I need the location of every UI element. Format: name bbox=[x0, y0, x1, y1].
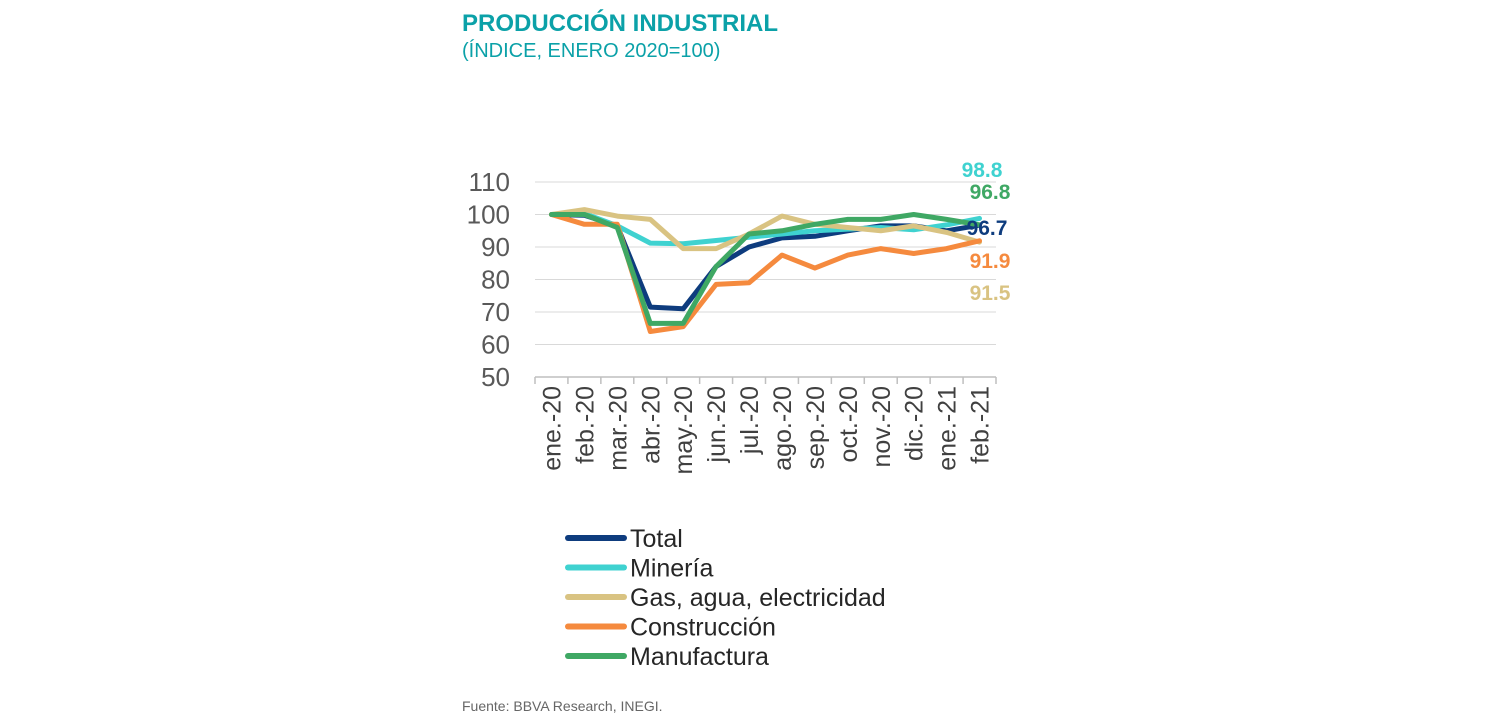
chart-title: PRODUCCIÓN INDUSTRIAL bbox=[462, 10, 778, 37]
x-tick-label: ago.-20 bbox=[769, 386, 797, 471]
x-tick-label: mar.-20 bbox=[604, 386, 632, 471]
data-label: 91.5 bbox=[970, 282, 1011, 305]
y-tick-label: 70 bbox=[481, 297, 510, 327]
y-tick-label: 80 bbox=[481, 265, 510, 295]
x-tick-label: dic.-20 bbox=[901, 386, 929, 461]
series-line bbox=[549, 207, 982, 252]
x-tick-label: ene.-20 bbox=[538, 386, 566, 471]
x-tick-label: sep.-20 bbox=[802, 386, 830, 469]
series-line bbox=[549, 211, 982, 247]
y-tick-label: 50 bbox=[481, 362, 510, 392]
x-tick-label: nov.-20 bbox=[868, 386, 896, 468]
data-label: 96.8 bbox=[970, 181, 1011, 204]
legend-label: Gas, agua, electricidad bbox=[630, 584, 886, 612]
y-tick-label: 100 bbox=[467, 200, 510, 230]
data-label: 91.9 bbox=[970, 250, 1011, 273]
series-line bbox=[549, 212, 982, 326]
legend-label: Manufactura bbox=[630, 643, 769, 671]
x-tick-label: ene.-21 bbox=[934, 386, 962, 471]
x-tick-label: abr.-20 bbox=[637, 386, 665, 464]
legend-label: Construcción bbox=[630, 614, 776, 642]
x-tick-label: may.-20 bbox=[670, 386, 698, 474]
data-label: 96.7 bbox=[967, 217, 1008, 240]
x-tick-label: oct.-20 bbox=[835, 386, 863, 462]
source-note: Fuente: BBVA Research, INEGI. bbox=[462, 698, 663, 714]
x-tick-label: jun.-20 bbox=[703, 386, 731, 463]
legend-label: Total bbox=[630, 525, 683, 553]
chart-subtitle: (ÍNDICE, ENERO 2020=100) bbox=[462, 40, 721, 62]
x-tick-label: jul.-20 bbox=[736, 386, 764, 455]
y-tick-label: 90 bbox=[481, 232, 510, 262]
y-tick-label: 60 bbox=[481, 330, 510, 360]
x-tick-label: feb.-20 bbox=[571, 386, 599, 464]
y-tick-label: 110 bbox=[469, 167, 510, 197]
data-label: 98.8 bbox=[962, 159, 1003, 182]
legend-label: Minería bbox=[630, 555, 713, 583]
x-tick-label: feb.-21 bbox=[967, 386, 995, 464]
